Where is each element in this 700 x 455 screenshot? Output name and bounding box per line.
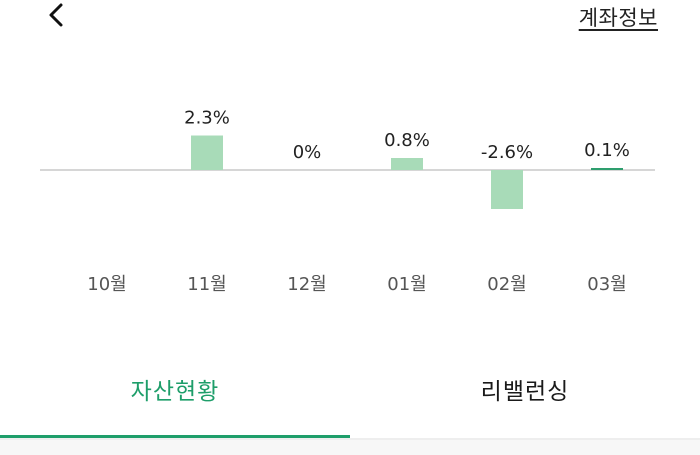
- tab-assets[interactable]: 자산현황: [0, 350, 350, 438]
- active-tab-indicator: [0, 435, 350, 438]
- back-button[interactable]: [40, 0, 76, 34]
- chart-bar-1: [191, 135, 223, 170]
- chart-category-label-0: 10월: [87, 274, 126, 295]
- chart-bar-5: [591, 168, 623, 170]
- tab-track: [0, 438, 700, 440]
- chart-category-label-2: 12월: [287, 274, 326, 295]
- chart-value-label-3: 0.8%: [384, 130, 430, 151]
- top-bar: 계좌정보: [0, 0, 700, 40]
- chart-category-label-1: 11월: [187, 274, 226, 295]
- chart-category-label-3: 01월: [387, 274, 426, 295]
- chart-value-label-1: 2.3%: [184, 108, 230, 129]
- chart-category-label-4: 02월: [487, 274, 526, 295]
- account-info-link[interactable]: 계좌정보: [578, 6, 658, 30]
- monthly-return-chart: 10월 2.3% 11월 0% 12월 0.8% 01월 -2.6% 02월 0.1% 03월: [40, 108, 655, 295]
- tab-rebalancing-label: 리밸런싱: [480, 379, 570, 405]
- chart-value-label-2: 0%: [293, 142, 322, 163]
- chart-value-label-5: 0.1%: [584, 140, 630, 161]
- chevron-left-icon: [49, 3, 63, 27]
- bottom-area: [0, 440, 700, 455]
- tab-rebalancing[interactable]: 리밸런싱: [350, 350, 700, 438]
- tab-bar: 자산현황 리밸런싱: [0, 350, 700, 440]
- tab-assets-label: 자산현황: [130, 379, 220, 405]
- chart-value-label-4: -2.6%: [481, 142, 533, 163]
- chart-bar-3: [391, 158, 423, 170]
- chart-category-label-5: 03월: [587, 274, 626, 295]
- chart-bar-4: [491, 170, 523, 209]
